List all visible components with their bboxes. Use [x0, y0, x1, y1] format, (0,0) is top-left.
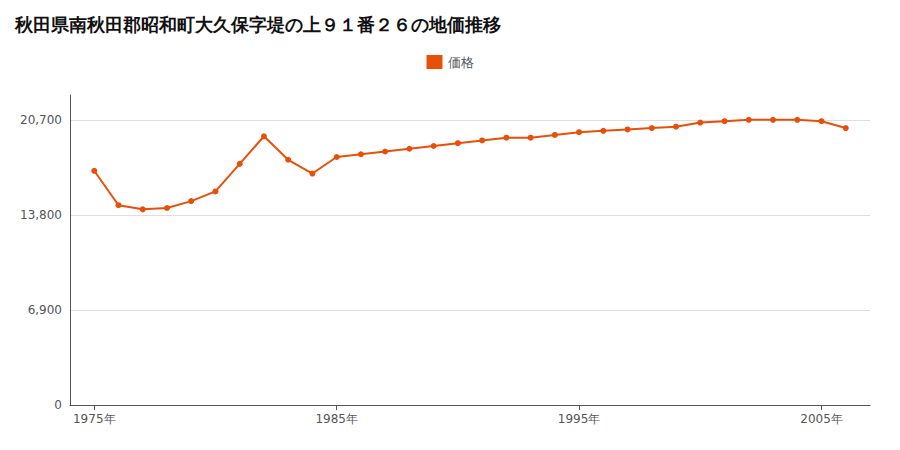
svg-text:20,700: 20,700: [20, 113, 62, 127]
svg-text:価格: 価格: [448, 55, 474, 70]
svg-text:秋田県南秋田郡昭和町大久保字堤の上９１番２６の地価推移: 秋田県南秋田郡昭和町大久保字堤の上９１番２６の地価推移: [14, 14, 501, 35]
svg-text:1985年: 1985年: [315, 412, 358, 426]
svg-text:13,800: 13,800: [20, 208, 62, 222]
svg-text:1995年: 1995年: [558, 412, 601, 426]
svg-text:2005年: 2005年: [800, 412, 843, 426]
svg-text:0: 0: [54, 398, 62, 412]
svg-text:6,900: 6,900: [28, 303, 62, 317]
svg-text:1975年: 1975年: [73, 412, 116, 426]
